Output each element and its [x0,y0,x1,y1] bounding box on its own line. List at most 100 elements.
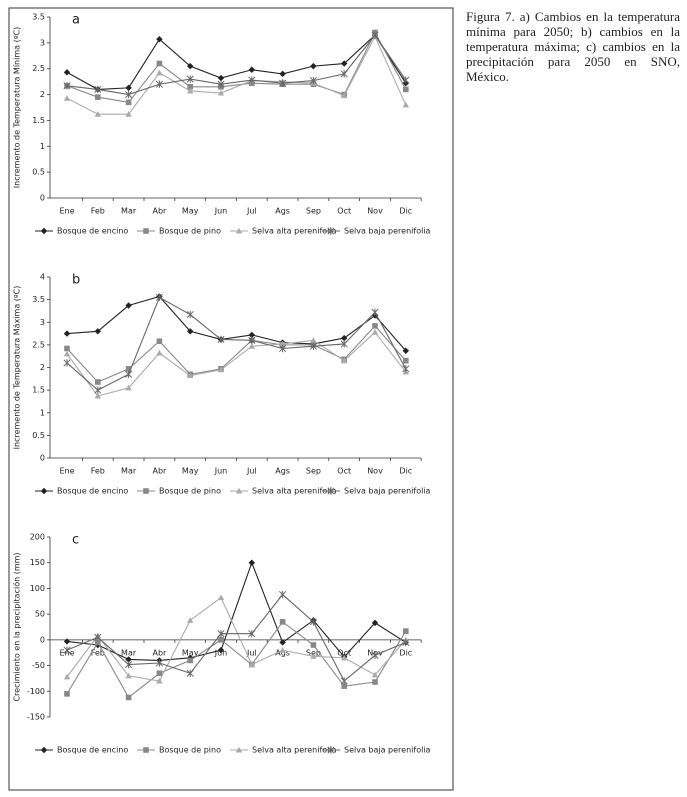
data-point [217,594,225,601]
data-point [95,379,101,385]
x-tick-label: Abr [152,207,167,216]
data-point [63,330,71,337]
y-tick-label: 2 [40,363,45,372]
data-point [217,89,225,96]
legend-label: Bosque de encino [57,487,128,496]
panel-label: a [72,13,80,28]
x-tick-label: Oct [337,648,351,657]
x-tick-label: Jun [214,467,228,476]
legend-label: Selva baja perenifolia [344,746,431,755]
data-point [125,384,132,391]
y-tick-label: 0 [40,194,45,203]
x-tick-label: Nov [367,207,383,216]
legend-marker [143,747,149,753]
series-line [66,596,407,682]
series-line [66,561,407,661]
x-tick-label: Ags [275,467,290,476]
data-point [218,637,224,643]
data-point [340,340,348,348]
legend-label: Bosque de pino [159,746,221,755]
x-tick-label: Sep [306,467,321,476]
y-axis-label: Crecimiento en la precipitación (mm) [12,552,22,701]
data-point [403,628,409,634]
data-point [63,638,71,645]
data-point [64,345,70,352]
panel-label: c [72,533,79,548]
data-point [402,638,410,647]
data-point [186,669,194,677]
data-point [125,366,132,372]
series-line [66,31,407,103]
data-point [371,671,379,678]
x-tick-label: Dic [399,648,412,657]
legend-marker [143,488,149,494]
data-point [125,660,133,669]
data-point [372,679,378,685]
y-tick-label: 3 [40,318,45,327]
legend-marker [235,487,243,494]
legend-marker [40,746,48,754]
y-tick-label: 100 [30,584,45,593]
x-tick-label: Abr [152,648,167,657]
data-point [341,654,348,661]
series-line [66,325,407,383]
y-tick-label: 200 [30,533,45,542]
data-point [248,343,255,349]
legend-label: Selva alta perenifolia [252,227,337,236]
series-line [66,295,407,352]
x-tick-label: Dic [399,467,412,476]
series-line [66,34,407,96]
x-tick-label: Jul [246,467,257,476]
data-point [341,60,348,67]
legend-label: Selva alta perenifolia [252,746,337,755]
data-point [402,365,410,373]
legend-label: Selva baja perenifolia [344,487,431,496]
data-point [371,31,379,39]
data-point [125,656,132,663]
y-tick-label: 0.5 [32,168,45,177]
data-point [217,629,225,638]
y-tick-label: -100 [27,687,45,696]
data-point [63,69,71,76]
data-point [279,340,286,347]
y-tick-label: 150 [30,558,45,567]
data-point [279,79,287,87]
series-line [66,593,407,682]
legend-label: Bosque de encino [57,746,128,755]
data-point [187,87,194,94]
data-point [125,90,133,99]
data-point [402,76,410,84]
data-point [217,335,225,344]
data-point [403,357,409,364]
data-point [217,646,225,654]
data-point [156,36,163,43]
legend-marker [327,227,335,235]
data-point [63,646,71,654]
y-tick-label: 1.5 [32,386,45,395]
data-point [94,633,102,641]
data-point [248,66,255,73]
x-tick-label: Ags [275,207,290,216]
x-tick-label: Jul [246,648,257,657]
data-point [371,308,379,316]
data-point [309,618,317,626]
legend-marker [235,227,243,234]
data-point [341,92,348,99]
y-tick-label: 4 [40,273,45,282]
data-point [340,70,348,78]
y-tick-label: 2.5 [32,64,45,73]
data-point [156,670,163,677]
x-tick-label: Oct [337,467,351,476]
legend-label: Bosque de encino [57,227,128,236]
data-point [155,659,163,667]
panel-label: b [72,273,80,288]
data-point [310,653,317,659]
y-tick-label: -150 [27,713,45,722]
data-point [155,80,163,88]
data-point [309,76,317,85]
legend-marker [327,487,335,495]
data-point [156,677,163,684]
data-point [186,75,194,83]
data-point [186,310,194,319]
